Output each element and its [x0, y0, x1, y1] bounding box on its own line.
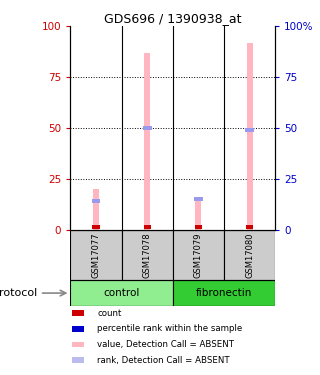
- Bar: [195, 225, 202, 229]
- Title: GDS696 / 1390938_at: GDS696 / 1390938_at: [104, 12, 242, 25]
- Bar: [246, 42, 253, 230]
- Bar: [72, 326, 84, 332]
- Text: GSM17080: GSM17080: [245, 232, 254, 278]
- Text: control: control: [103, 288, 140, 298]
- Bar: [173, 230, 224, 280]
- Text: percentile rank within the sample: percentile rank within the sample: [97, 324, 242, 333]
- Bar: [245, 128, 254, 132]
- Bar: [144, 53, 150, 230]
- Bar: [122, 230, 173, 280]
- Text: GSM17077: GSM17077: [92, 232, 100, 278]
- Text: protocol: protocol: [0, 288, 37, 298]
- Text: value, Detection Call = ABSENT: value, Detection Call = ABSENT: [97, 340, 234, 349]
- Text: GSM17079: GSM17079: [194, 232, 203, 278]
- Bar: [143, 225, 151, 229]
- Bar: [195, 197, 202, 230]
- Bar: [72, 342, 84, 347]
- Bar: [72, 310, 84, 316]
- Bar: [224, 230, 275, 280]
- Bar: [173, 280, 275, 306]
- Bar: [143, 126, 151, 130]
- Text: fibronectin: fibronectin: [196, 288, 252, 298]
- Bar: [70, 230, 122, 280]
- Bar: [70, 280, 173, 306]
- Bar: [93, 189, 99, 230]
- Text: rank, Detection Call = ABSENT: rank, Detection Call = ABSENT: [97, 356, 230, 364]
- Bar: [246, 225, 253, 229]
- Bar: [72, 357, 84, 363]
- Text: count: count: [97, 309, 121, 318]
- Bar: [92, 225, 100, 229]
- Bar: [92, 199, 100, 203]
- Bar: [194, 197, 203, 201]
- Text: GSM17078: GSM17078: [143, 232, 152, 278]
